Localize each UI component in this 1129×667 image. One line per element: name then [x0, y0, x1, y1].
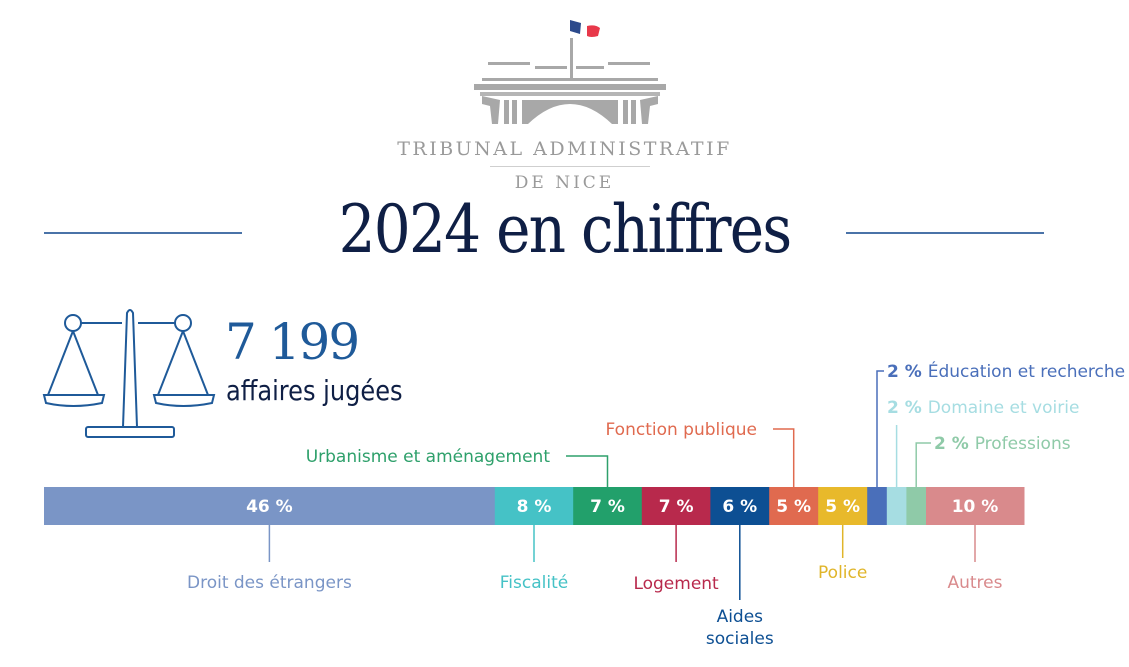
bar-segment-education-et-recherche: [867, 487, 888, 525]
callout-line-professions: [915, 442, 931, 487]
category-label-fonction-publique: Fonction publique: [606, 420, 758, 440]
logo-court-city: DE NICE: [514, 173, 615, 193]
category-label-professions: 2 % Professions: [934, 434, 1071, 454]
total-cases-value: 7 199: [225, 313, 360, 371]
title-rule-right: [846, 232, 1044, 234]
category-label-autres: Autres: [947, 573, 1002, 593]
value-label-autres: 10 %: [952, 497, 999, 517]
category-label-droit-des-etrangers: Droit des étrangers: [187, 573, 352, 593]
category-label-urbanisme-et-amenagement: Urbanisme et aménagement: [306, 447, 551, 467]
callout-line-education-et-recherche: [876, 370, 884, 487]
category-label-police: Police: [818, 563, 867, 583]
callout-line-urbanisme-et-amenagement: [566, 455, 609, 487]
value-label-logement: 7 %: [659, 497, 694, 517]
callout-line-fonction-publique: [773, 428, 795, 487]
bar-segment-domaine-et-voirie: [886, 487, 907, 525]
total-cases-label: affaires jugées: [226, 374, 403, 407]
category-label-domaine-et-voirie: 2 % Domaine et voirie: [887, 398, 1079, 418]
bar-segment-aides-sociales: [710, 487, 770, 525]
bar-segment-police: [818, 487, 868, 525]
category-label-aides-sociales: Aides sociales: [706, 607, 774, 649]
bar-segment-fiscalite: [494, 487, 574, 525]
bar-segment-fonction-publique: [769, 487, 819, 525]
value-label-police: 5 %: [825, 497, 860, 517]
category-label-logement: Logement: [633, 574, 719, 594]
value-label-aides-sociales: 6 %: [722, 497, 757, 517]
category-label-fiscalite: Fiscalité: [500, 573, 568, 593]
court-building-logo-icon: [474, 20, 666, 124]
value-label-droit-des-etrangers: 46 %: [246, 497, 293, 517]
title-rule-left: [44, 232, 242, 234]
value-label-urbanisme-et-amenagement: 7 %: [590, 497, 625, 517]
value-label-fonction-publique: 5 %: [776, 497, 811, 517]
bar-segment-logement: [641, 487, 711, 525]
page-title: 2024 en chiffres: [338, 191, 793, 268]
bar-segment-droit-des-etrangers: [44, 487, 496, 525]
logo-divider: [490, 166, 650, 167]
bar-segment-autres: [926, 487, 1025, 525]
bar-segment-professions: [906, 487, 927, 525]
bar-segment-urbanisme-et-amenagement: [573, 487, 643, 525]
category-label-education-et-recherche: 2 % Éducation et recherche: [887, 360, 1125, 382]
value-label-fiscalite: 8 %: [517, 497, 552, 517]
logo-court-name: TRIBUNAL ADMINISTRATIF: [397, 138, 732, 160]
scales-of-justice-icon: [42, 309, 216, 438]
